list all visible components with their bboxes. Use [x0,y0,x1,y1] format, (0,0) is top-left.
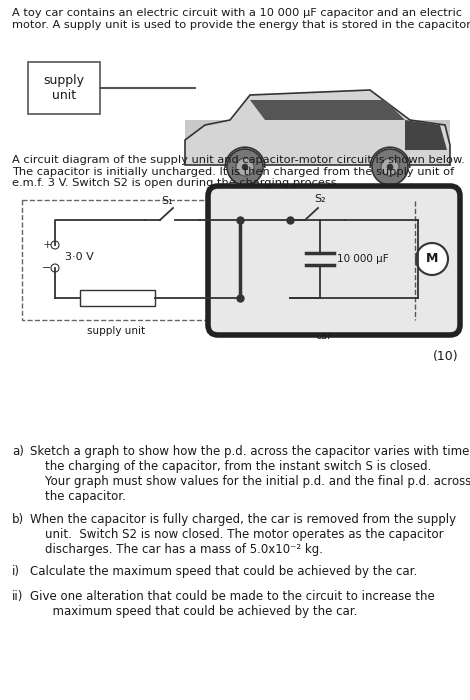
Text: supply
unit: supply unit [44,74,85,102]
Circle shape [51,241,59,249]
Text: ii): ii) [12,590,24,603]
Polygon shape [230,90,410,120]
Circle shape [51,264,59,272]
Circle shape [416,243,448,275]
Text: 10 000 μF: 10 000 μF [337,254,389,264]
Circle shape [372,149,408,185]
Text: 3·0 V: 3·0 V [65,251,94,262]
Text: Give one alteration that could be made to the circuit to increase the
      maxi: Give one alteration that could be made t… [30,590,435,618]
FancyBboxPatch shape [208,186,460,335]
Text: car: car [316,331,332,341]
Text: (10): (10) [432,350,458,363]
Text: When the capacitor is fully charged, the car is removed from the supply
    unit: When the capacitor is fully charged, the… [30,513,456,556]
Text: M: M [426,253,438,265]
Circle shape [387,164,393,169]
Circle shape [236,158,254,176]
Text: i): i) [12,565,20,578]
Text: S₂: S₂ [314,194,326,204]
Text: b): b) [12,513,24,526]
Bar [22,200,210,320]
Text: a): a) [12,445,24,458]
Circle shape [381,158,399,176]
Text: A toy car contains an electric circuit with a 10 000 μF capacitor and an electri: A toy car contains an electric circuit w… [12,8,470,29]
Bar [28,62,100,114]
Text: supply unit: supply unit [87,326,145,336]
Circle shape [227,149,263,185]
Text: Calculate the maximum speed that could be achieved by the car.: Calculate the maximum speed that could b… [30,565,417,578]
Circle shape [243,164,248,169]
Polygon shape [405,120,447,150]
Text: Sketch a graph to show how the p.d. across the capacitor varies with time during: Sketch a graph to show how the p.d. acro… [30,445,470,503]
Bar [80,290,155,306]
Text: A circuit diagram of the supply unit and capacitor-motor circuit is shown below.: A circuit diagram of the supply unit and… [12,155,465,188]
Text: S₁: S₁ [161,196,173,206]
Bar [185,120,450,165]
Text: −: − [42,263,52,273]
Text: +: + [42,240,52,250]
Polygon shape [185,90,450,165]
Polygon shape [250,100,405,120]
